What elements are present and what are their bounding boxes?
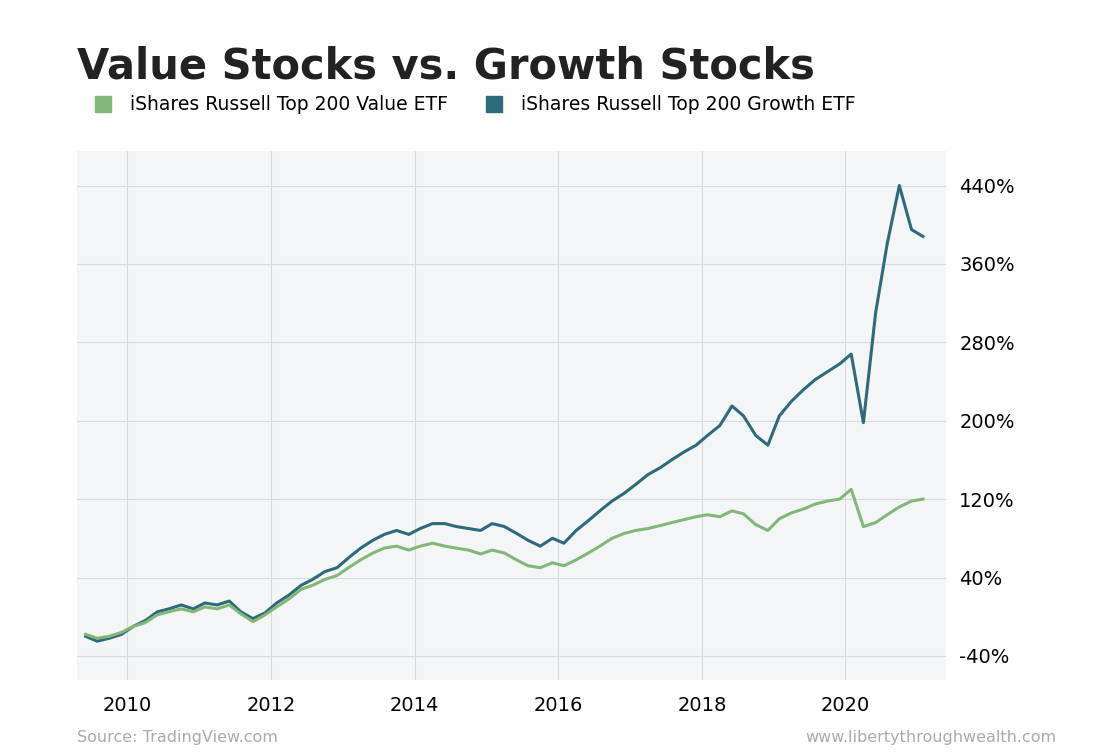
Text: www.libertythroughwealth.com: www.libertythroughwealth.com — [805, 730, 1056, 745]
Text: Value Stocks vs. Growth Stocks: Value Stocks vs. Growth Stocks — [77, 45, 815, 88]
Text: Source: TradingView.com: Source: TradingView.com — [77, 730, 278, 745]
Legend: iShares Russell Top 200 Value ETF, iShares Russell Top 200 Growth ETF: iShares Russell Top 200 Value ETF, iShar… — [77, 88, 862, 122]
